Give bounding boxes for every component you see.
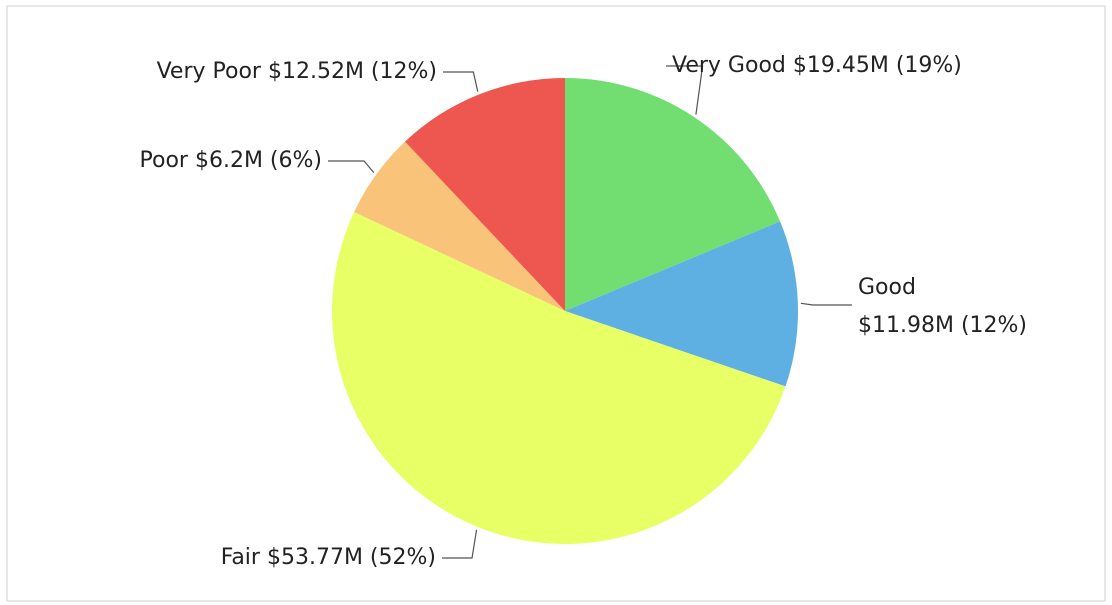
slice-label: Very Poor — [157, 59, 262, 84]
slice-label: Very Good — [672, 53, 786, 78]
value-label: $19.45M (19%) — [793, 53, 962, 78]
leader-line — [666, 65, 704, 115]
leader-line — [800, 302, 852, 306]
leader-line — [443, 71, 479, 92]
leader-line — [442, 529, 478, 559]
pie-slice — [404, 78, 565, 311]
leader-line — [328, 160, 375, 174]
value-label: $6.2M (6%) — [195, 148, 322, 173]
value-label: $53.77M (52%) — [267, 545, 436, 570]
slice-label: Fair — [221, 545, 261, 570]
slice-label: Poor — [140, 148, 189, 173]
value-label: $12.52M (12%) — [268, 59, 437, 84]
slice-label: Good — [858, 275, 916, 300]
pie-slice — [354, 141, 565, 311]
pie-slice — [565, 78, 781, 311]
pie-slice — [565, 221, 798, 387]
pie-slice — [332, 211, 786, 544]
value-label: $11.98M (12%) — [858, 313, 1027, 338]
